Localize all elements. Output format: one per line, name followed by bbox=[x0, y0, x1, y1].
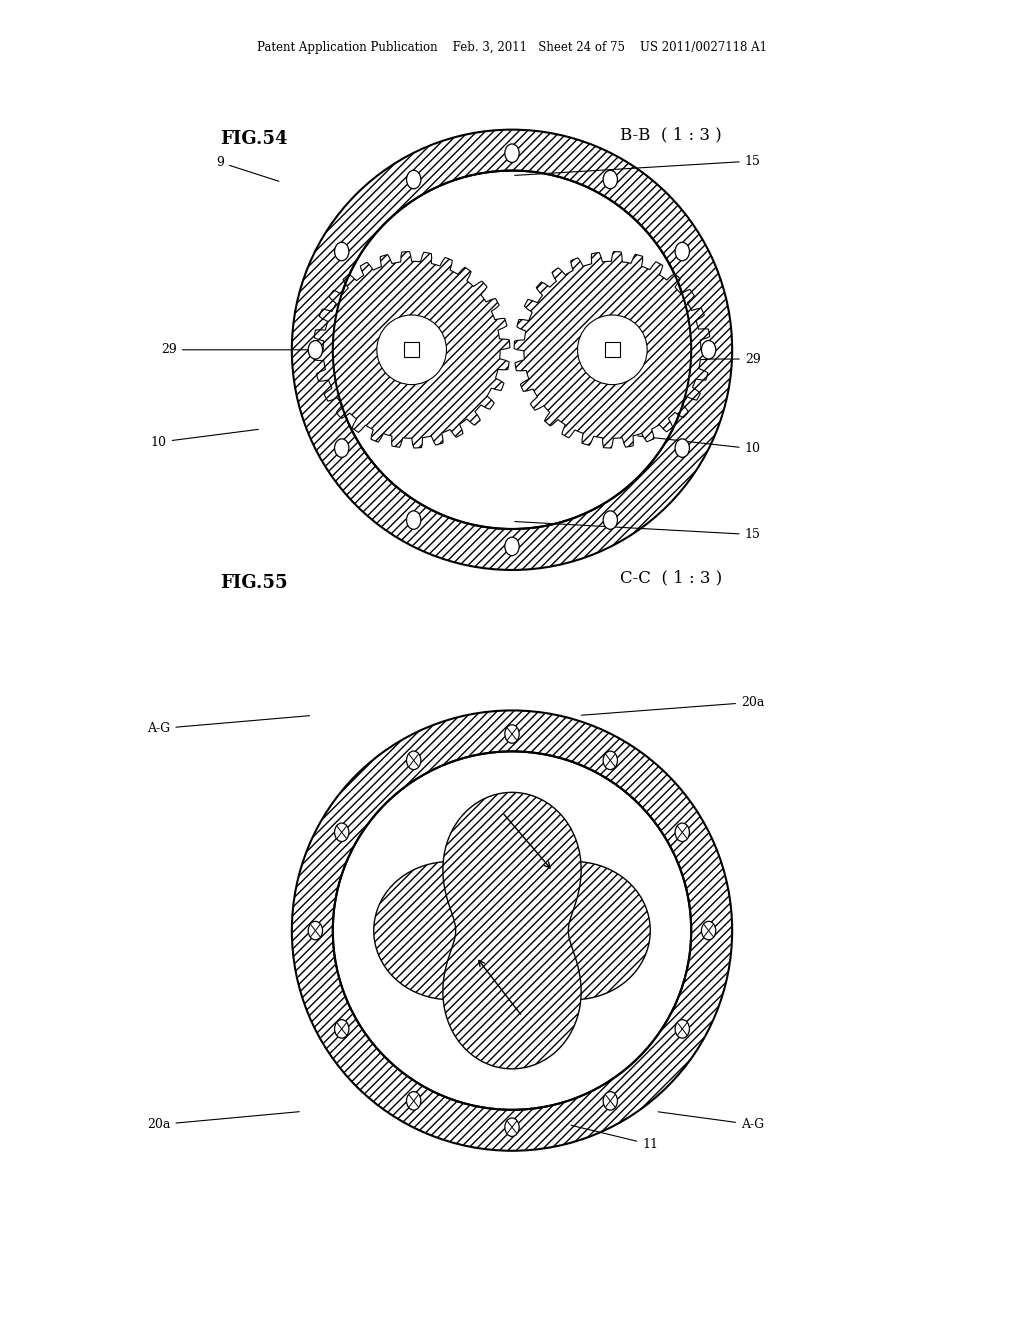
Circle shape bbox=[675, 438, 689, 457]
Text: 29: 29 bbox=[161, 343, 309, 356]
Circle shape bbox=[335, 243, 349, 261]
Text: 15: 15 bbox=[515, 521, 761, 541]
Ellipse shape bbox=[292, 129, 732, 570]
Circle shape bbox=[701, 341, 716, 359]
Text: 29: 29 bbox=[653, 352, 761, 366]
Text: 11: 11 bbox=[571, 1125, 658, 1151]
Text: 20a: 20a bbox=[147, 1111, 299, 1131]
Circle shape bbox=[407, 170, 421, 189]
Circle shape bbox=[505, 725, 519, 743]
Bar bbox=[404, 342, 419, 358]
Ellipse shape bbox=[333, 170, 691, 529]
Circle shape bbox=[407, 751, 421, 770]
Circle shape bbox=[407, 1092, 421, 1110]
Text: 20a: 20a bbox=[582, 696, 764, 715]
Circle shape bbox=[308, 341, 323, 359]
Text: Patent Application Publication    Feb. 3, 2011   Sheet 24 of 75    US 2011/00271: Patent Application Publication Feb. 3, 2… bbox=[257, 41, 767, 54]
Bar bbox=[605, 342, 620, 358]
Circle shape bbox=[407, 511, 421, 529]
Ellipse shape bbox=[377, 315, 446, 384]
Circle shape bbox=[335, 1019, 349, 1038]
Text: B-B  ( 1 : 3 ): B-B ( 1 : 3 ) bbox=[620, 127, 721, 143]
Ellipse shape bbox=[578, 315, 647, 384]
Text: 10: 10 bbox=[151, 429, 258, 449]
Text: C-C  ( 1 : 3 ): C-C ( 1 : 3 ) bbox=[620, 570, 722, 586]
Circle shape bbox=[701, 921, 716, 940]
Circle shape bbox=[505, 144, 519, 162]
Circle shape bbox=[603, 511, 617, 529]
Text: A-G: A-G bbox=[658, 1111, 764, 1131]
Circle shape bbox=[505, 1118, 519, 1137]
Text: FIG.54: FIG.54 bbox=[220, 129, 288, 148]
Circle shape bbox=[335, 824, 349, 842]
Circle shape bbox=[675, 243, 689, 261]
Circle shape bbox=[675, 824, 689, 842]
Circle shape bbox=[603, 751, 617, 770]
Circle shape bbox=[603, 1092, 617, 1110]
Circle shape bbox=[675, 1019, 689, 1038]
Polygon shape bbox=[313, 252, 510, 447]
Circle shape bbox=[603, 170, 617, 189]
Text: A-G: A-G bbox=[147, 715, 309, 735]
Ellipse shape bbox=[292, 710, 732, 1151]
Ellipse shape bbox=[333, 751, 691, 1110]
Circle shape bbox=[335, 438, 349, 457]
Text: 10: 10 bbox=[638, 436, 761, 455]
Text: 15: 15 bbox=[515, 154, 761, 176]
Polygon shape bbox=[374, 862, 650, 999]
Text: 9: 9 bbox=[216, 156, 279, 181]
Circle shape bbox=[308, 921, 323, 940]
Text: FIG.55: FIG.55 bbox=[220, 574, 288, 593]
Polygon shape bbox=[443, 792, 581, 1069]
Polygon shape bbox=[514, 252, 711, 447]
Circle shape bbox=[505, 537, 519, 556]
